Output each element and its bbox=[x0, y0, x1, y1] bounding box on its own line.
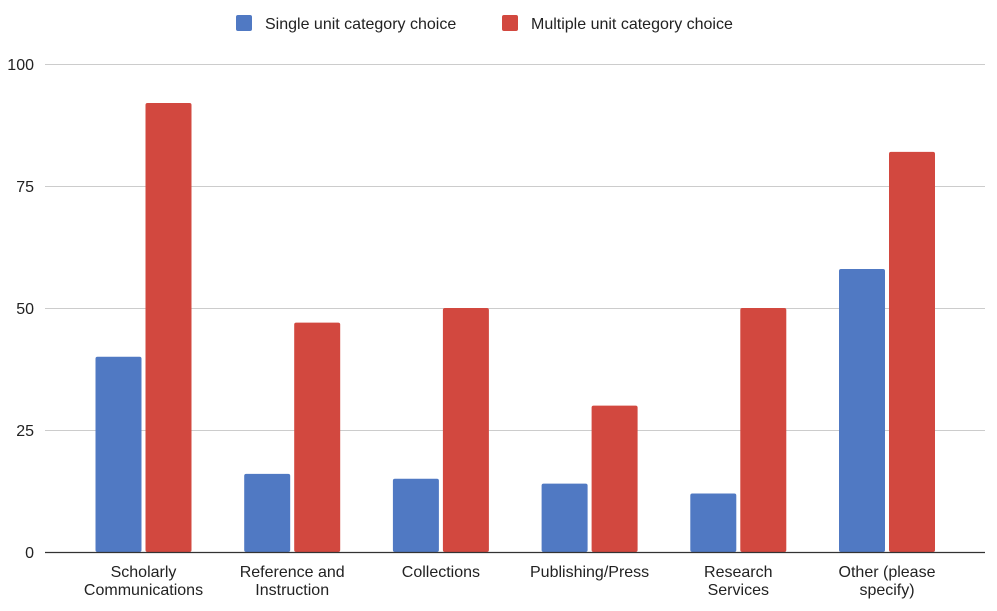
bar-single bbox=[690, 493, 737, 552]
x-tick-label: Publishing/Press bbox=[530, 564, 649, 581]
legend-swatch bbox=[236, 15, 252, 31]
x-tick-label: Reference and bbox=[240, 564, 345, 581]
y-axis-ticks: 0 25 50 75 100 bbox=[7, 57, 34, 562]
bar-multiple bbox=[889, 151, 935, 552]
x-tick-label: Research bbox=[704, 564, 772, 581]
x-tick-label: Services bbox=[708, 582, 769, 599]
bar-single bbox=[839, 268, 885, 552]
x-tick-label: Scholarly bbox=[111, 564, 177, 581]
bars bbox=[95, 103, 935, 552]
bar-multiple bbox=[294, 322, 341, 552]
bar-single bbox=[95, 356, 142, 552]
bar-single bbox=[541, 483, 588, 552]
bar-multiple bbox=[591, 405, 638, 552]
bar-single bbox=[392, 478, 439, 552]
bar-multiple bbox=[442, 308, 489, 552]
y-tick-label: 50 bbox=[16, 301, 34, 318]
gridlines bbox=[45, 64, 985, 431]
x-tick-label: Other (please bbox=[839, 564, 936, 581]
x-tick-label: specify) bbox=[859, 582, 914, 599]
y-tick-label: 75 bbox=[16, 179, 34, 196]
legend-label: Single unit category choice bbox=[265, 16, 456, 33]
x-tick-label: Collections bbox=[402, 564, 480, 581]
bar-multiple bbox=[145, 103, 192, 552]
bar-single bbox=[244, 473, 291, 552]
legend-label: Multiple unit category choice bbox=[531, 16, 733, 33]
y-tick-label: 25 bbox=[16, 423, 34, 440]
y-tick-label: 100 bbox=[7, 57, 34, 74]
legend: Single unit category choice Multiple unit… bbox=[236, 15, 733, 33]
x-tick-label: Instruction bbox=[255, 582, 329, 599]
x-tick-label: Communications bbox=[84, 582, 203, 599]
legend-swatch bbox=[502, 15, 518, 31]
bar-multiple bbox=[740, 308, 787, 552]
y-tick-label: 0 bbox=[25, 545, 34, 562]
